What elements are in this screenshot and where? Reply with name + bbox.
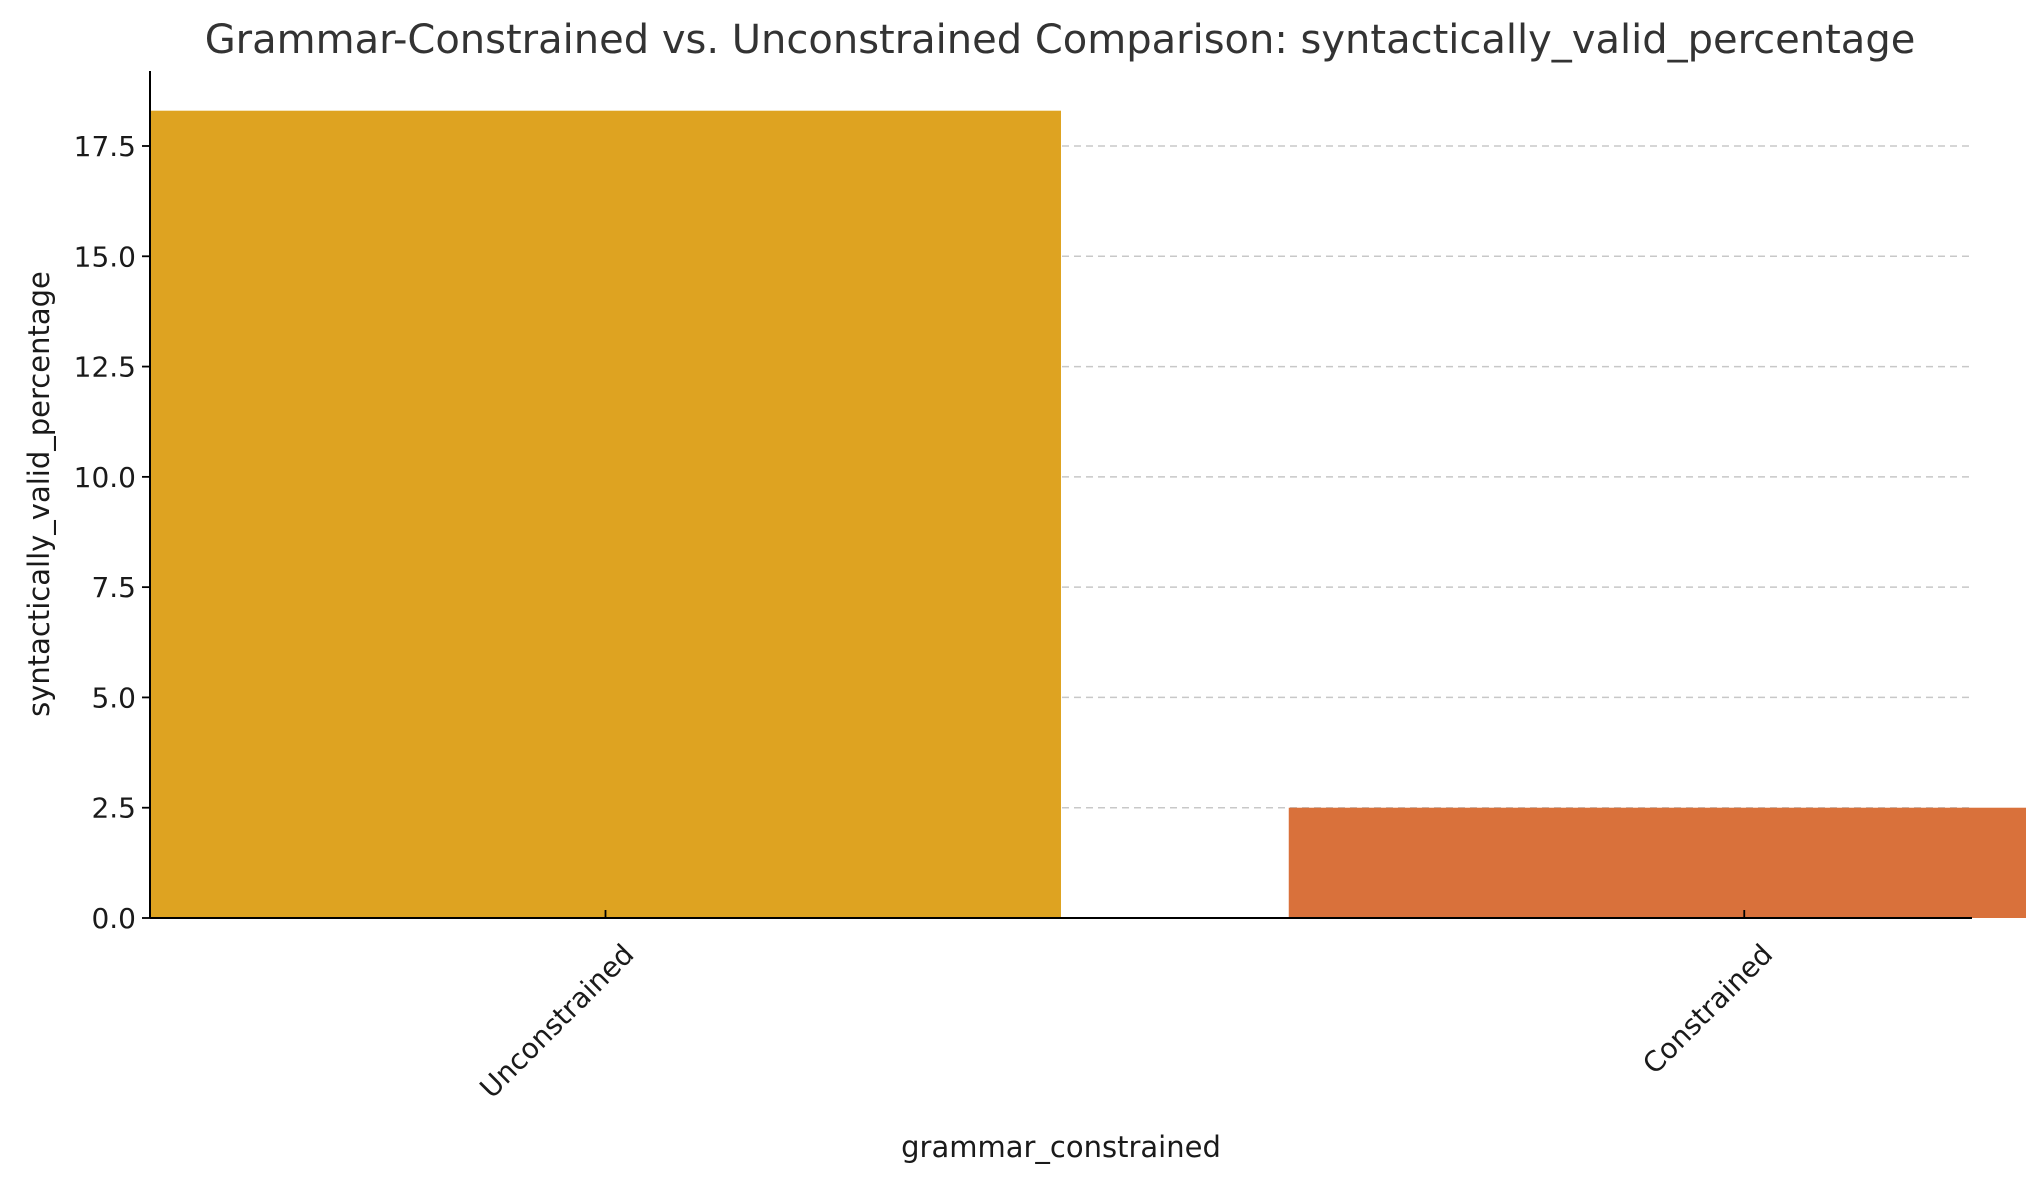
x-tick-label: Unconstrained	[473, 938, 640, 1105]
bars	[150, 110, 2026, 918]
bar-unconstrained	[150, 110, 1061, 918]
y-tick-label: 12.5	[74, 351, 136, 384]
y-tick-label: 5.0	[91, 681, 136, 714]
bar-constrained	[1288, 807, 2026, 918]
y-axis-label: syntactically_valid_percentage	[22, 271, 56, 717]
x-axis-label: grammar_constrained	[901, 1130, 1221, 1164]
y-tick-label: 17.5	[74, 130, 136, 163]
y-tick-label: 15.0	[74, 240, 136, 273]
chart-title: Grammar-Constrained vs. Unconstrained Co…	[205, 17, 1916, 63]
y-tick-label: 0.0	[91, 902, 136, 935]
y-tick-label: 10.0	[74, 461, 136, 494]
y-tick-label: 2.5	[91, 792, 136, 825]
x-tick-label: Constrained	[1636, 938, 1779, 1081]
y-tick-label: 7.5	[91, 571, 136, 604]
y-axis-ticks: 0.0 2.5 5.0 7.5 10.0 12.5 15.0 17.5	[74, 130, 150, 935]
x-axis-ticks: Unconstrained Constrained	[473, 910, 1779, 1105]
